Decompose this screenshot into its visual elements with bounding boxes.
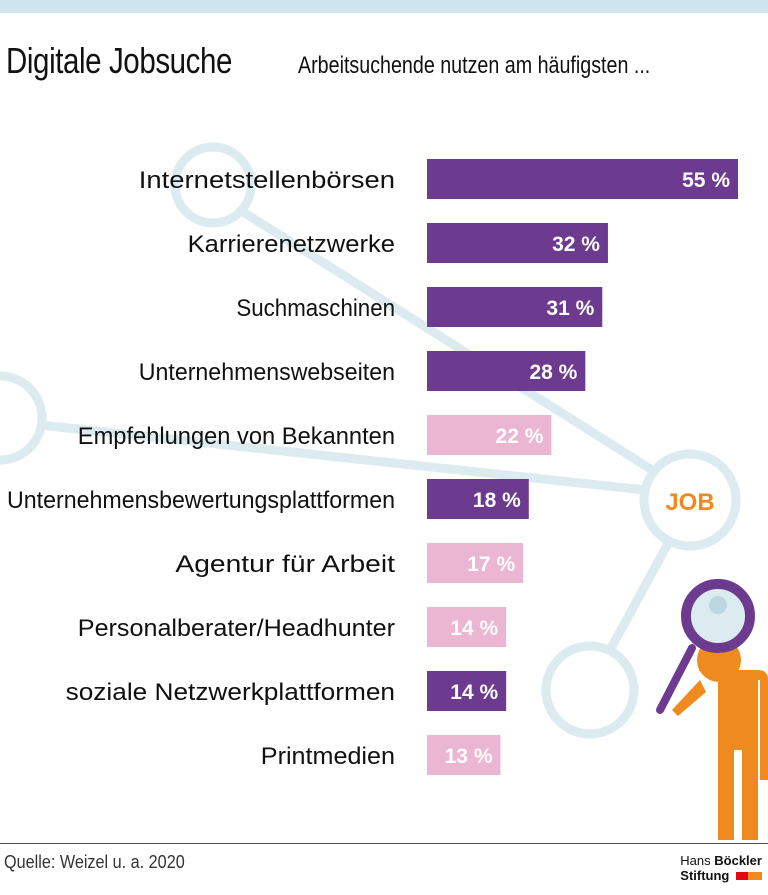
value-label: 14 % [450, 617, 498, 640]
bar [427, 287, 603, 327]
bar [427, 671, 507, 711]
person-with-magnifier-icon [656, 579, 768, 840]
hans-boeckler-logo: Hans Böckler Stiftung [680, 853, 762, 883]
network-node [541, 641, 639, 739]
category-label: Agentur für Arbeit [175, 551, 395, 578]
source-note: Quelle: Weizel u. a. 2020 [4, 852, 185, 872]
value-label: 18 % [473, 489, 521, 512]
bar [427, 223, 608, 263]
value-label: 17 % [467, 553, 515, 576]
logo-text: Böckler [714, 853, 762, 868]
page-title: Digitale Jobsuche [6, 40, 233, 81]
top-bar [0, 0, 768, 13]
network-line [606, 537, 674, 653]
value-label: 13 % [445, 745, 493, 768]
category-label: Empfehlungen von Bekannten [78, 423, 395, 450]
value-label: 32 % [552, 233, 600, 256]
category-label: soziale Netzwerkplattformen [66, 679, 395, 706]
category-label: Karrierenetzwerke [188, 231, 395, 258]
network-node-job [639, 449, 741, 551]
footer-divider [0, 843, 768, 844]
bar [427, 351, 586, 391]
bar [427, 607, 507, 647]
category-label: Internetstellenbörsen [139, 167, 395, 194]
category-label: Suchmaschinen [236, 295, 395, 322]
category-label: Unternehmensbewertungsplattformen [7, 487, 395, 514]
subtitle: Arbeitsuchende nutzen am häufigsten ... [298, 52, 651, 79]
bar-chart: Internetstellenbörsen 55 % Karrierenetzwer… [7, 159, 738, 775]
network-node [170, 142, 256, 228]
network-line [237, 206, 663, 479]
value-label: 31 % [546, 297, 594, 320]
value-label: 55 % [682, 169, 730, 192]
logo-mark [736, 872, 748, 880]
network-line [39, 420, 646, 495]
logo-mark [748, 872, 762, 880]
job-label: JOB [665, 489, 714, 516]
value-label: 22 % [496, 425, 544, 448]
bar [427, 415, 552, 455]
value-label: 14 % [450, 681, 498, 704]
category-label: Printmedien [261, 743, 395, 770]
network-node [0, 371, 47, 465]
bar [427, 159, 738, 199]
bar [427, 479, 529, 519]
logo-text: Stiftung [680, 868, 730, 883]
bar [427, 543, 524, 583]
bar [427, 735, 501, 775]
category-label: Personalberater/Headhunter [78, 615, 395, 642]
logo-text: Hans [680, 853, 711, 868]
value-label: 28 % [529, 361, 577, 384]
category-label: Unternehmenswebseiten [139, 359, 395, 386]
